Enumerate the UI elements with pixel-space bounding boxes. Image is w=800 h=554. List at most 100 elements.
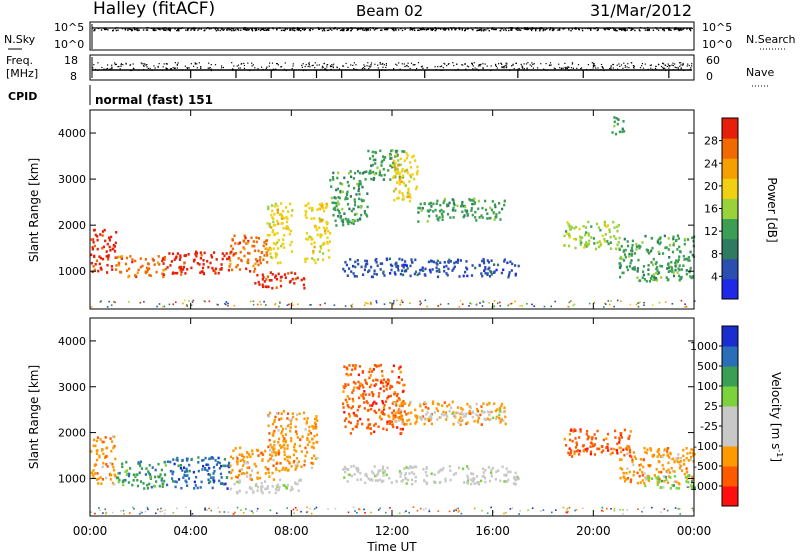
nsky-point xyxy=(444,29,446,31)
data-cell-2 xyxy=(204,468,207,471)
data-cell-5 xyxy=(283,453,286,456)
nsky-point xyxy=(247,29,249,31)
data-cell-13 xyxy=(655,279,658,282)
near-range-cell xyxy=(498,301,501,304)
data-cell-5 xyxy=(314,423,317,426)
data-cell-4 xyxy=(241,453,244,456)
data-cell-1 xyxy=(134,274,137,277)
nave-point xyxy=(666,65,668,68)
nsky-point xyxy=(94,29,96,31)
data-cell-5 xyxy=(295,457,298,460)
data-cell-6 xyxy=(389,387,392,390)
nave-point xyxy=(649,64,651,66)
data-cell-9 xyxy=(430,472,433,476)
data-cell-9 xyxy=(382,474,385,477)
data-cell-11 xyxy=(689,458,692,462)
colorbar-tick-label: -1000 xyxy=(686,480,718,493)
nsky-point xyxy=(267,29,269,31)
data-cell-6 xyxy=(323,242,326,246)
near-range-cell xyxy=(120,510,122,512)
data-cell-5 xyxy=(282,427,285,431)
data-cell-9 xyxy=(424,470,427,474)
data-cell-7 xyxy=(473,419,476,423)
data-cell-9 xyxy=(463,481,466,484)
data-cell-9 xyxy=(517,477,520,481)
data-cell-11 xyxy=(626,452,629,456)
data-cell-9 xyxy=(488,479,492,483)
data-cell-10 xyxy=(417,220,420,223)
data-cell-3 xyxy=(247,239,250,243)
data-cell-9 xyxy=(381,467,384,471)
data-cell-11 xyxy=(658,477,661,481)
data-cell-7 xyxy=(496,408,499,411)
near-range-cell xyxy=(582,507,584,510)
nave-point xyxy=(120,64,122,66)
nsky-point xyxy=(487,28,489,30)
nave-point xyxy=(190,63,192,65)
data-cell-7 xyxy=(339,215,343,218)
nsky-point xyxy=(409,29,411,31)
nave-point xyxy=(495,65,497,67)
data-cell-11 xyxy=(649,447,652,450)
near-range-cell xyxy=(375,301,378,304)
data-cell-11 xyxy=(352,272,355,275)
nsky-point xyxy=(518,29,521,31)
data-cell-8 xyxy=(373,172,376,176)
data-cell-2 xyxy=(219,482,223,485)
data-cell-0 xyxy=(93,228,96,232)
data-cell-8 xyxy=(379,149,382,153)
data-cell-11 xyxy=(487,267,490,271)
data-cell-8 xyxy=(420,416,423,419)
data-cell-1 xyxy=(157,255,160,258)
data-cell-7 xyxy=(468,411,471,415)
data-cell-2 xyxy=(199,486,202,489)
nave-point xyxy=(566,68,568,70)
data-cell-5 xyxy=(312,427,315,430)
data-cell-4 xyxy=(235,475,238,478)
nsky-point xyxy=(309,29,311,32)
nsky-point xyxy=(283,29,286,32)
data-cell-14 xyxy=(614,132,618,136)
data-cell-13 xyxy=(655,276,658,280)
data-cell-5 xyxy=(288,456,291,459)
nave-point xyxy=(641,63,643,65)
near-range-cell xyxy=(392,302,395,304)
nave-point xyxy=(361,68,363,70)
data-cell-7 xyxy=(495,415,498,419)
data-cell-9 xyxy=(406,168,409,172)
data-cell-2 xyxy=(211,456,214,459)
data-cell-9 xyxy=(466,465,469,468)
nsky-point xyxy=(597,28,599,31)
data-cell-8 xyxy=(451,412,454,415)
data-cell-5 xyxy=(304,428,307,431)
near-range-cell xyxy=(354,510,356,512)
near-range-cell xyxy=(182,302,184,305)
data-cell-7 xyxy=(421,415,425,418)
data-cell-2 xyxy=(207,463,210,467)
data-cell-11 xyxy=(633,455,636,458)
data-cell-12 xyxy=(574,238,578,241)
data-cell-13 xyxy=(671,250,675,254)
data-cell-1 xyxy=(155,480,158,483)
nave-point xyxy=(384,69,386,71)
nave-point xyxy=(500,62,502,64)
data-cell-11 xyxy=(647,479,650,483)
data-cell-12 xyxy=(603,240,607,243)
data-cell-8 xyxy=(369,157,372,160)
nsky-point xyxy=(169,29,171,32)
data-cell-7 xyxy=(355,193,358,196)
data-cell-6 xyxy=(397,397,400,400)
data-cell-6 xyxy=(325,202,328,206)
near-range-cell xyxy=(344,305,347,307)
data-cell-9 xyxy=(448,465,451,468)
data-cell-12 xyxy=(690,484,693,487)
data-cell-5 xyxy=(298,444,302,448)
data-cell-10 xyxy=(443,199,446,203)
nsky-point xyxy=(630,29,632,31)
data-cell-7 xyxy=(452,422,455,426)
data-cell-5 xyxy=(268,222,271,226)
nave-point xyxy=(558,63,560,65)
near-range-cell xyxy=(412,506,415,508)
